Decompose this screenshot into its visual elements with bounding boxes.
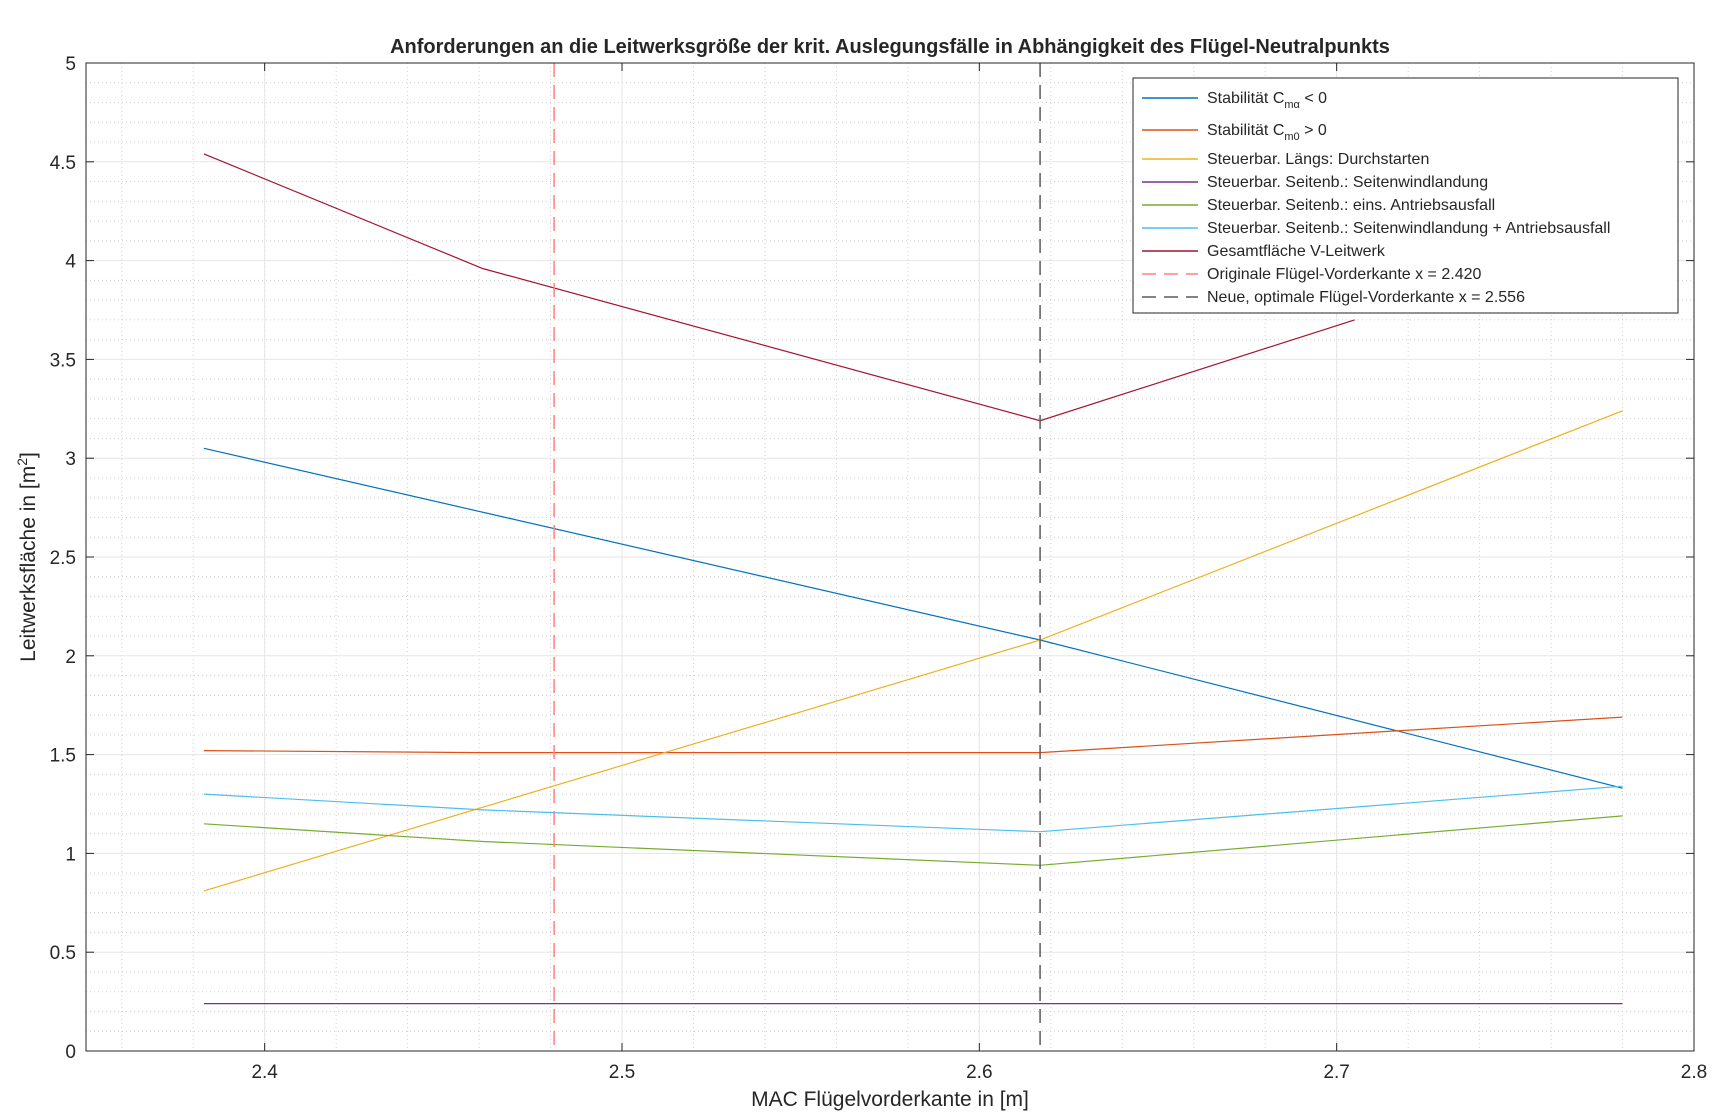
y-tick-label: 0 (65, 1042, 76, 1063)
y-tick-label: 0.5 (50, 943, 76, 964)
legend-label-main: Steuerbar. Längs: Durchstarten (1207, 151, 1429, 168)
y-tick-label: 5 (65, 54, 76, 75)
y-tick-label: 1.5 (50, 746, 76, 767)
legend-label-suffix: < 0 (1300, 90, 1327, 107)
legend-label-main: Originale Flügel-Vorderkante x = 2.420 (1207, 266, 1481, 283)
legend-label-main: Steuerbar. Seitenb.: Seitenwindlandung +… (1207, 220, 1610, 237)
x-tick-labels: 2.4 2.5 2.6 2.7 2.8 (251, 1062, 1707, 1083)
x-tick-label: 2.6 (966, 1062, 992, 1083)
legend-label-main: Neue, optimale Flügel-Vorderkante x = 2.… (1207, 289, 1525, 306)
legend-label: Steuerbar. Seitenb.: Seitenwindlandung +… (1207, 220, 1610, 237)
chart-title: Anforderungen an die Leitwerksgröße der … (390, 36, 1390, 58)
x-tick-label: 2.4 (251, 1062, 278, 1083)
legend-label: Stabilität Cm0 > 0 (1207, 122, 1327, 143)
y-axis-label: Leitwerksfläche in [m2] (14, 452, 40, 662)
x-tick-label: 2.7 (1323, 1062, 1349, 1083)
legend-label: Originale Flügel-Vorderkante x = 2.420 (1207, 266, 1481, 283)
legend-box (1132, 77, 1679, 314)
series-line-6 (203, 785, 1623, 833)
series-line-5 (203, 815, 1623, 866)
x-tick-label: 2.5 (609, 1062, 635, 1083)
reference-lines (553, 63, 1041, 1051)
y-tick-label: 3.5 (50, 350, 76, 371)
y-tick-label: 4 (65, 252, 76, 273)
legend-label-main: Gesamtfläche V-Leitwerk (1207, 243, 1386, 260)
x-axis-label: MAC Flügelvorderkante in [m] (751, 1088, 1029, 1111)
y-axis-label-end: ] (17, 452, 40, 458)
y-tick-label: 2.5 (50, 548, 76, 569)
legend-label-main: Steuerbar. Seitenb.: Seitenwindlandung (1207, 174, 1488, 191)
legend-label-sub: mα (1284, 99, 1300, 111)
x-tick-label: 2.8 (1681, 1062, 1707, 1083)
axis-ticks (86, 62, 1695, 1052)
series-line-2 (203, 716, 1623, 754)
y-tick-labels: 0 0.5 1 1.5 2 2.5 3 3.5 4 4.5 5 (50, 54, 77, 1063)
legend-label: Steuerbar. Seitenb.: Seitenwindlandung (1207, 174, 1488, 191)
series-line-7 (203, 153, 1355, 422)
legend-label: Stabilität Cmα < 0 (1207, 90, 1327, 111)
y-tick-label: 1 (65, 844, 76, 865)
legend-label-sub: m0 (1284, 131, 1299, 143)
y-tick-label: 2 (65, 647, 76, 668)
y-axis-label-text: Leitwerksfläche in [m (17, 466, 40, 662)
legend-label-suffix: > 0 (1300, 122, 1327, 139)
legend-label-main: Stabilität C (1207, 90, 1284, 107)
legend-label: Steuerbar. Längs: Durchstarten (1207, 151, 1429, 168)
legend-label-main: Steuerbar. Seitenb.: eins. Antriebsausfa… (1207, 197, 1495, 214)
legend-label-main: Stabilität C (1207, 122, 1284, 139)
y-axis-label-sup: 2 (14, 458, 30, 466)
legend-label: Steuerbar. Seitenb.: eins. Antriebsausfa… (1207, 197, 1495, 214)
y-tick-label: 3 (65, 449, 76, 470)
y-tick-label: 4.5 (50, 153, 76, 174)
legend-label: Gesamtfläche V-Leitwerk (1207, 243, 1386, 260)
legend-label: Neue, optimale Flügel-Vorderkante x = 2.… (1207, 289, 1525, 306)
